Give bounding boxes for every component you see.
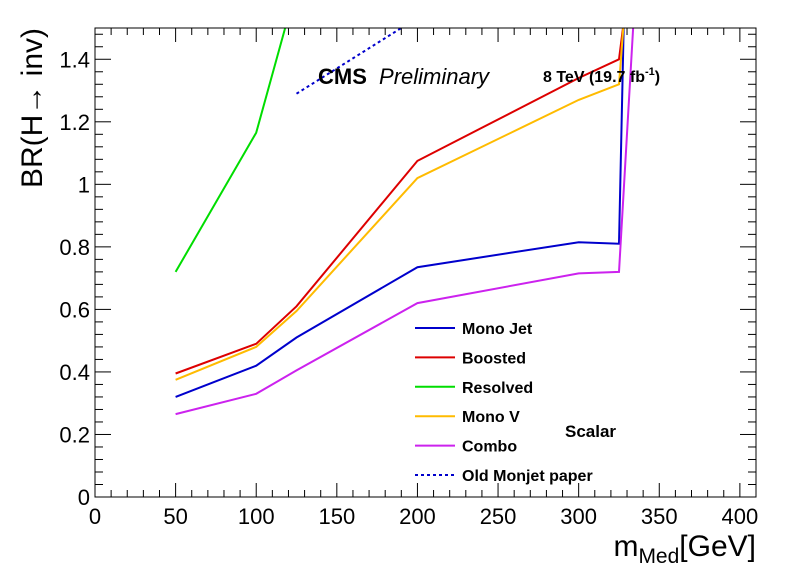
- plot-frame: [94, 27, 757, 498]
- x-tick-label: 50: [163, 504, 187, 529]
- series-line: [175, 28, 625, 398]
- series-line: [174, 28, 287, 273]
- energy-sup: -1: [645, 66, 655, 78]
- y-tick-label: 0.8: [59, 235, 90, 260]
- series-line: [175, 28, 625, 375]
- series-line: [295, 28, 402, 95]
- legend-label: Old Monjet paper: [462, 468, 593, 485]
- y-tick-label: 1: [78, 172, 90, 197]
- x-axis-title-main: m: [613, 530, 638, 563]
- energy-close: ): [655, 69, 660, 86]
- legend-label: Boosted: [462, 350, 526, 367]
- y-tick-label: 0.4: [59, 360, 90, 385]
- y-axis-title: BR(H→ inv): [16, 28, 49, 188]
- energy-text: 8 TeV (19.7 fb: [543, 69, 645, 86]
- x-tick-label: 0: [89, 504, 101, 529]
- energy-label: 8 TeV (19.7 fb-1): [543, 66, 660, 86]
- x-tick-label: 150: [318, 504, 355, 529]
- experiment-label: CMS: [318, 64, 367, 89]
- y-axis-title-text: BR(H→ inv): [16, 28, 49, 188]
- y-tick-label: 0.2: [59, 422, 90, 447]
- x-tick-label: 250: [480, 504, 517, 529]
- series-line: [175, 28, 625, 381]
- x-tick-label: 350: [641, 504, 678, 529]
- series-group: [174, 28, 635, 416]
- cms-label: CMS Preliminary: [318, 64, 491, 89]
- status-label: Preliminary: [379, 64, 491, 89]
- svg-text:8 TeV (19.7 fb-1): 8 TeV (19.7 fb-1): [543, 66, 660, 86]
- legend-label: Mono Jet: [462, 321, 533, 338]
- ticks-group: 0 50 100 150 200 250 300 350 400 0 0.2 0.4 0.6 0.8 1 1.…: [59, 28, 758, 529]
- y-tick-label: 0: [78, 485, 90, 510]
- legend-label: Resolved: [462, 380, 533, 397]
- y-tick-label: 1.4: [59, 47, 90, 72]
- series-line: [175, 28, 635, 416]
- svg-text:mMed[GeV]: mMed[GeV]: [613, 530, 756, 568]
- x-tick-label: 300: [560, 504, 597, 529]
- legend-label: Mono V: [462, 409, 520, 426]
- legend: Mono Jet Boosted Resolved Mono V Combo Old Mo…: [415, 321, 593, 485]
- x-tick-label: 200: [399, 504, 436, 529]
- svg-text:CMS Preliminary: CMS Preliminary: [318, 64, 491, 89]
- model-label: Scalar: [565, 422, 616, 441]
- x-tick-label: 100: [238, 504, 275, 529]
- x-axis-title: mMed[GeV]: [613, 530, 756, 568]
- y-tick-label: 1.2: [59, 110, 90, 135]
- y-tick-label: 0.6: [59, 297, 90, 322]
- legend-label: Combo: [462, 439, 517, 456]
- x-axis-title-sub: Med: [638, 545, 679, 568]
- x-axis-title-unit: [GeV]: [679, 530, 756, 563]
- x-tick-label: 400: [722, 504, 759, 529]
